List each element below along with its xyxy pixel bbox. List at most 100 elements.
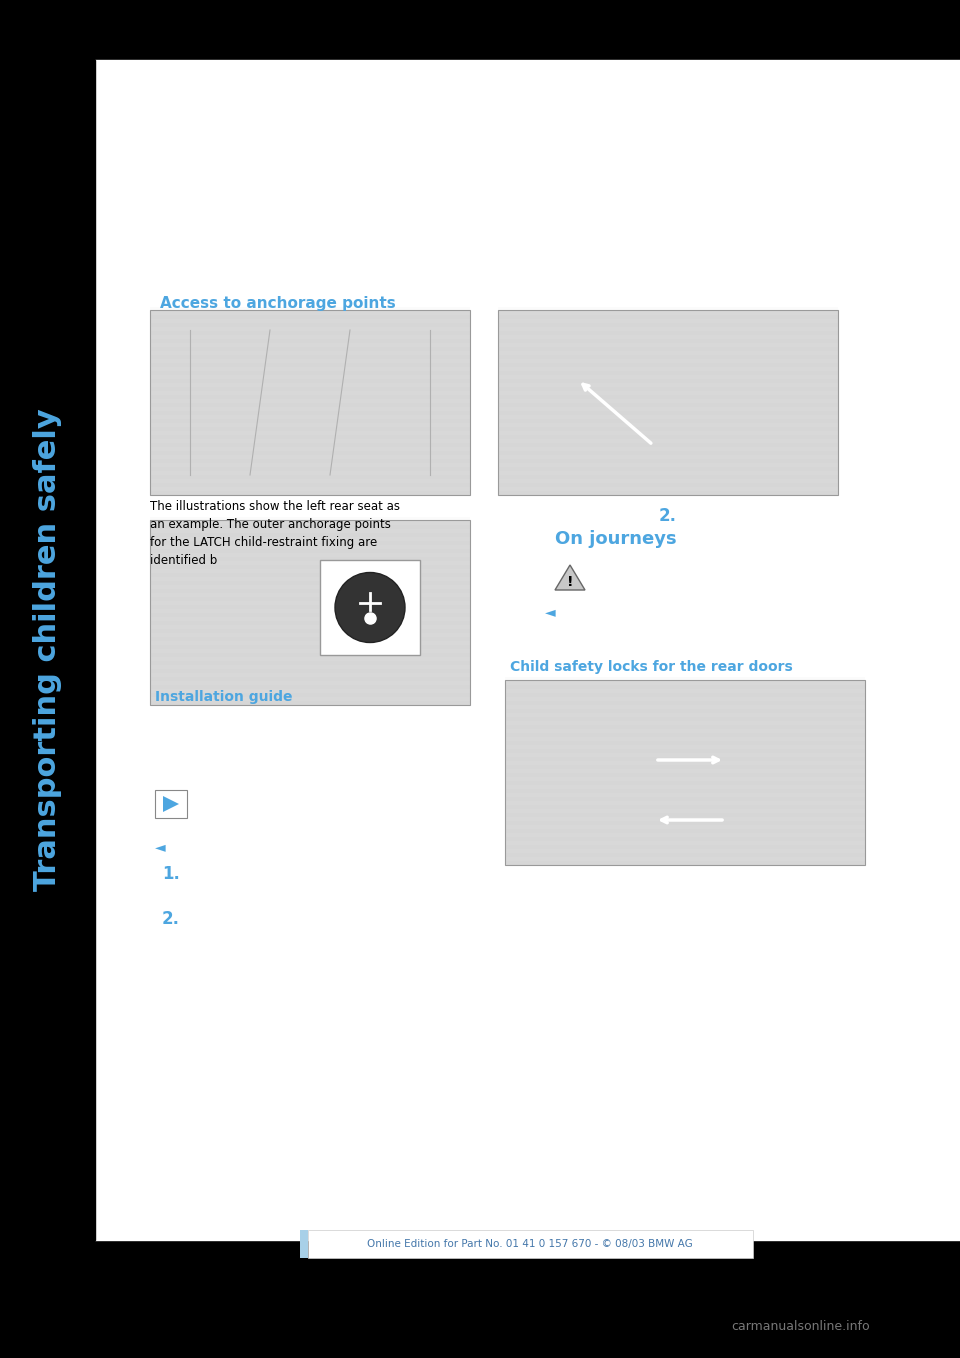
Bar xyxy=(150,540,470,545)
Bar xyxy=(150,549,470,553)
Bar xyxy=(505,853,865,857)
Text: Installation guide: Installation guide xyxy=(155,690,293,703)
Bar xyxy=(505,773,865,777)
Bar xyxy=(150,363,470,367)
Bar xyxy=(150,606,470,608)
Bar xyxy=(498,420,838,422)
Bar xyxy=(498,315,838,319)
Bar xyxy=(498,475,838,479)
Bar xyxy=(498,363,838,367)
Bar xyxy=(150,403,470,407)
Bar xyxy=(150,589,470,593)
Bar xyxy=(505,828,865,832)
Text: On journeys: On journeys xyxy=(555,530,677,549)
Bar xyxy=(150,420,470,422)
Bar xyxy=(505,797,865,801)
Bar xyxy=(505,741,865,746)
Bar xyxy=(150,483,470,488)
Bar xyxy=(150,451,470,455)
Bar xyxy=(498,443,838,447)
Bar xyxy=(505,765,865,769)
Bar xyxy=(505,684,865,689)
Bar xyxy=(308,1230,753,1258)
Bar xyxy=(498,451,838,455)
Bar xyxy=(505,709,865,713)
Text: 1.: 1. xyxy=(162,865,180,883)
Bar xyxy=(505,861,865,865)
Bar xyxy=(505,845,865,849)
Bar xyxy=(300,1230,308,1258)
Bar xyxy=(150,612,470,617)
Bar xyxy=(498,411,838,416)
Bar xyxy=(505,781,865,785)
Bar xyxy=(150,467,470,471)
Bar xyxy=(150,411,470,416)
Bar xyxy=(150,492,470,496)
Polygon shape xyxy=(163,796,179,812)
Bar xyxy=(150,307,470,311)
Bar xyxy=(150,315,470,319)
Bar xyxy=(498,379,838,383)
Bar xyxy=(498,426,838,430)
Text: ◄: ◄ xyxy=(155,841,166,854)
Bar xyxy=(505,680,865,865)
Bar xyxy=(95,60,960,1240)
Bar xyxy=(150,526,470,530)
Bar xyxy=(505,756,865,760)
Bar xyxy=(150,693,470,697)
Bar xyxy=(498,371,838,375)
Text: Child safety locks for the rear doors: Child safety locks for the rear doors xyxy=(510,660,793,674)
Bar xyxy=(505,693,865,697)
Bar xyxy=(320,559,420,655)
Bar xyxy=(505,701,865,705)
Bar xyxy=(498,323,838,327)
Bar xyxy=(150,629,470,633)
Circle shape xyxy=(335,573,405,642)
Bar xyxy=(498,467,838,471)
Bar xyxy=(498,310,838,496)
Text: 2.: 2. xyxy=(659,507,677,526)
Bar xyxy=(150,637,470,641)
Bar xyxy=(150,323,470,327)
Text: !: ! xyxy=(566,574,573,589)
Bar xyxy=(150,532,470,536)
Bar xyxy=(498,435,838,439)
Bar xyxy=(150,573,470,577)
Bar xyxy=(150,621,470,625)
Bar xyxy=(150,371,470,375)
Bar xyxy=(498,403,838,407)
Bar xyxy=(150,348,470,350)
Bar xyxy=(150,331,470,335)
Bar xyxy=(150,379,470,383)
Bar xyxy=(150,565,470,569)
Bar xyxy=(150,661,470,665)
Bar xyxy=(150,310,470,496)
Bar xyxy=(498,492,838,496)
Bar xyxy=(498,483,838,488)
Bar xyxy=(150,678,470,680)
Text: Transporting children safely: Transporting children safely xyxy=(34,409,62,891)
Bar xyxy=(150,443,470,447)
Bar xyxy=(150,387,470,391)
Bar xyxy=(150,459,470,463)
Bar xyxy=(498,348,838,350)
Bar xyxy=(498,331,838,335)
Bar xyxy=(498,395,838,399)
Bar xyxy=(150,517,470,521)
Text: 2.: 2. xyxy=(162,910,180,928)
Bar xyxy=(505,813,865,818)
Bar xyxy=(150,701,470,705)
Bar xyxy=(498,354,838,359)
Bar xyxy=(150,520,470,705)
Bar xyxy=(498,340,838,344)
Bar xyxy=(150,653,470,657)
Bar xyxy=(150,645,470,649)
Bar xyxy=(498,307,838,311)
Bar xyxy=(150,395,470,399)
Bar xyxy=(505,837,865,841)
Bar xyxy=(150,340,470,344)
Bar xyxy=(150,581,470,585)
Bar xyxy=(155,790,187,818)
Bar xyxy=(505,678,865,680)
Text: The illustrations show the left rear seat as
an example. The outer anchorage poi: The illustrations show the left rear sea… xyxy=(150,500,400,568)
